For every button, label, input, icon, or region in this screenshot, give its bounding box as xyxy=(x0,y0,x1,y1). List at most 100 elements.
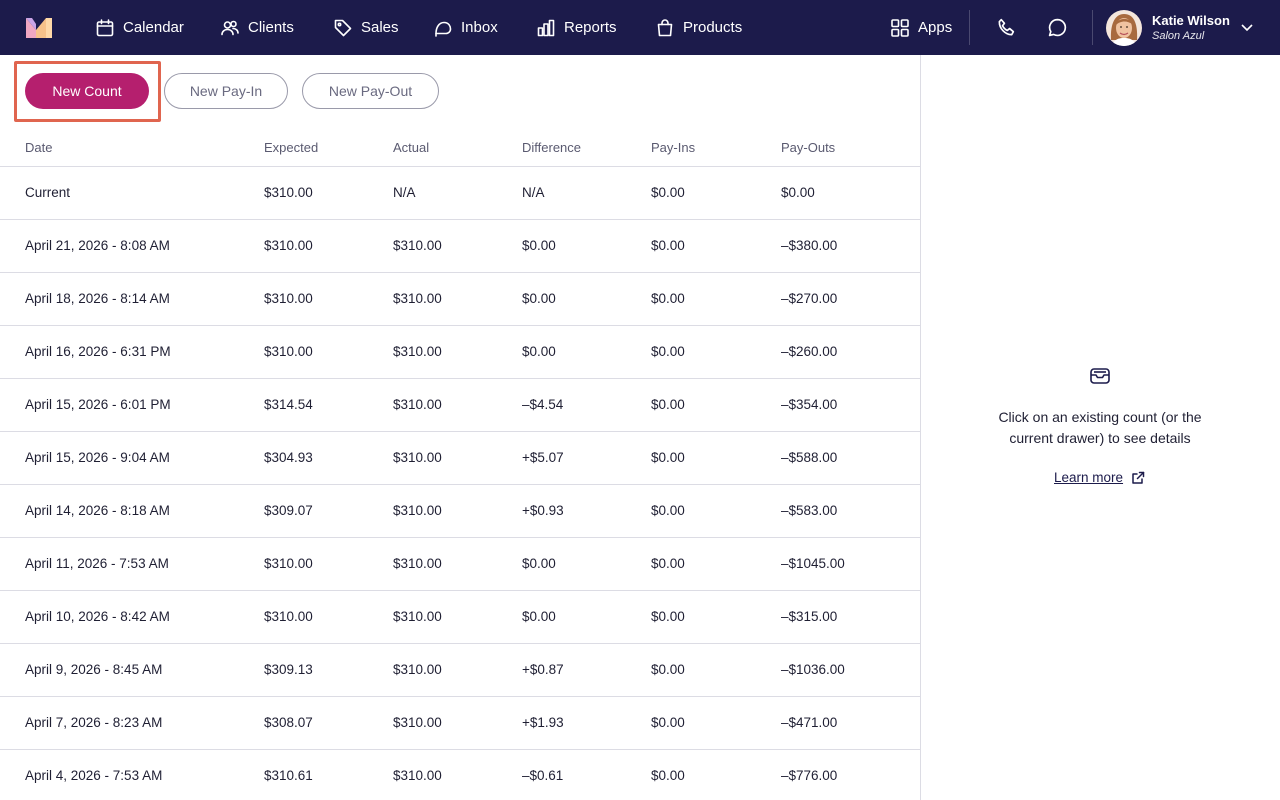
cell-expected: $309.07 xyxy=(264,503,313,518)
cell-actual: $310.00 xyxy=(393,450,442,465)
cell-pay-ins: $0.00 xyxy=(651,503,685,518)
new-pay-in-button[interactable]: New Pay-In xyxy=(164,73,288,109)
cell-pay-outs: –$471.00 xyxy=(781,715,838,730)
table-header: Date Expected Actual Difference Pay-Ins … xyxy=(0,130,920,167)
nav-reports-label: Reports xyxy=(564,19,617,36)
nav-calendar[interactable]: Calendar xyxy=(95,0,184,55)
cell-expected: $310.00 xyxy=(264,344,313,359)
cell-pay-ins: $0.00 xyxy=(651,291,685,306)
cell-pay-outs: –$270.00 xyxy=(781,291,838,306)
cell-difference: +$1.93 xyxy=(522,715,564,730)
nav-clients[interactable]: Clients xyxy=(220,0,294,55)
table-row[interactable]: April 15, 2026 - 6:01 PM $314.54 $310.00 –$… xyxy=(0,379,920,432)
new-count-button[interactable]: New Count xyxy=(25,73,149,109)
cell-pay-outs: –$1045.00 xyxy=(781,556,845,571)
cell-pay-outs: $0.00 xyxy=(781,185,815,200)
cell-expected: $310.61 xyxy=(264,768,313,783)
nav-sales-label: Sales xyxy=(361,19,399,36)
cell-date: April 16, 2026 - 6:31 PM xyxy=(25,344,171,359)
cell-pay-outs: –$260.00 xyxy=(781,344,838,359)
empty-state-message: Click on an existing count (or the curre… xyxy=(998,409,1202,446)
cell-pay-ins: $0.00 xyxy=(651,768,685,783)
cell-date: April 9, 2026 - 8:45 AM xyxy=(25,662,163,677)
cell-date: April 10, 2026 - 8:42 AM xyxy=(25,609,170,624)
highlight-box xyxy=(14,61,161,122)
cell-date: April 15, 2026 - 6:01 PM xyxy=(25,397,171,412)
cell-date: April 7, 2026 - 8:23 AM xyxy=(25,715,163,730)
cell-expected: $310.00 xyxy=(264,609,313,624)
cell-difference: $0.00 xyxy=(522,609,556,624)
nav-apps[interactable]: Apps xyxy=(890,0,952,55)
nav-apps-label: Apps xyxy=(918,19,953,36)
learn-more-label: Learn more xyxy=(1054,470,1124,485)
learn-more-link[interactable]: Learn more xyxy=(1054,470,1145,485)
cell-expected: $304.93 xyxy=(264,450,313,465)
column-header-date: Date xyxy=(25,140,53,155)
table-row[interactable]: April 15, 2026 - 9:04 AM $304.93 $310.00 +$… xyxy=(0,432,920,485)
nav-inbox-label: Inbox xyxy=(461,19,498,36)
cell-date: April 14, 2026 - 8:18 AM xyxy=(25,503,170,518)
table-row[interactable]: April 7, 2026 - 8:23 AM $308.07 $310.00 +$1… xyxy=(0,697,920,750)
external-link-icon xyxy=(1132,471,1145,484)
column-header-pay-outs: Pay-Outs xyxy=(781,140,836,155)
app-logo-icon[interactable] xyxy=(24,16,54,38)
nav-clients-label: Clients xyxy=(248,19,294,36)
top-nav: Calendar Clients Sales Inbox Reports Pro… xyxy=(0,0,1280,55)
calendar-icon xyxy=(96,18,114,36)
nav-inbox[interactable]: Inbox xyxy=(433,0,498,55)
cell-pay-outs: –$776.00 xyxy=(781,768,838,783)
phone-icon xyxy=(998,18,1014,35)
user-name: Katie Wilson xyxy=(1152,13,1230,28)
cell-actual: N/A xyxy=(393,185,416,200)
cell-difference: –$4.54 xyxy=(522,397,564,412)
nav-divider xyxy=(1092,10,1093,45)
cell-difference: $0.00 xyxy=(522,344,556,359)
nav-products-label: Products xyxy=(683,19,743,36)
cell-pay-outs: –$315.00 xyxy=(781,609,838,624)
user-menu[interactable]: Katie Wilson Salon Azul xyxy=(1106,10,1230,46)
table-row[interactable]: April 4, 2026 - 7:53 AM $310.61 $310.00 –$0… xyxy=(0,750,920,800)
chevron-down-icon xyxy=(1241,24,1253,32)
clients-icon xyxy=(221,20,239,35)
table-body: Current $310.00 N/A N/A $0.00 $0.00 April 21, … xyxy=(0,167,920,800)
table-row[interactable]: April 14, 2026 - 8:18 AM $309.07 $310.00 +$… xyxy=(0,485,920,538)
cell-pay-ins: $0.00 xyxy=(651,450,685,465)
cell-pay-outs: –$380.00 xyxy=(781,238,838,253)
drawer-counts-table: Date Expected Actual Difference Pay-Ins … xyxy=(0,130,920,800)
chat-bubble-icon xyxy=(1048,18,1066,36)
cell-expected: $310.00 xyxy=(264,185,313,200)
nav-sales[interactable]: Sales xyxy=(333,0,399,55)
user-menu-chevron[interactable] xyxy=(1240,20,1254,34)
column-header-actual: Actual xyxy=(393,140,430,155)
column-header-pay-ins: Pay-Ins xyxy=(651,140,696,155)
cell-date: April 15, 2026 - 9:04 AM xyxy=(25,450,170,465)
cell-expected: $310.00 xyxy=(264,556,313,571)
cell-expected: $310.00 xyxy=(264,291,313,306)
nav-calendar-label: Calendar xyxy=(123,19,184,36)
cell-difference: +$0.93 xyxy=(522,503,564,518)
cell-pay-ins: $0.00 xyxy=(651,609,685,624)
table-row[interactable]: April 9, 2026 - 8:45 AM $309.13 $310.00 +$0… xyxy=(0,644,920,697)
cell-pay-ins: $0.00 xyxy=(651,715,685,730)
table-row[interactable]: April 21, 2026 - 8:08 AM $310.00 $310.00 $0… xyxy=(0,220,920,273)
cell-actual: $310.00 xyxy=(393,238,442,253)
inbox-icon xyxy=(435,21,452,37)
table-row[interactable]: April 11, 2026 - 7:53 AM $310.00 $310.00 $0… xyxy=(0,538,920,591)
panel-divider xyxy=(920,55,921,800)
table-row[interactable]: April 18, 2026 - 8:14 AM $310.00 $310.00 $0… xyxy=(0,273,920,326)
table-row[interactable]: April 10, 2026 - 8:42 AM $310.00 $310.00 $0… xyxy=(0,591,920,644)
cell-difference: +$0.87 xyxy=(522,662,564,677)
new-pay-out-button[interactable]: New Pay-Out xyxy=(302,73,439,109)
cell-date: Current xyxy=(25,185,71,200)
cell-expected: $314.54 xyxy=(264,397,313,412)
table-row[interactable]: Current $310.00 N/A N/A $0.00 $0.00 xyxy=(0,167,920,220)
messages-button[interactable] xyxy=(1044,14,1070,40)
cell-pay-ins: $0.00 xyxy=(651,238,685,253)
cell-date: April 18, 2026 - 8:14 AM xyxy=(25,291,170,306)
table-row[interactable]: April 16, 2026 - 6:31 PM $310.00 $310.00 $0… xyxy=(0,326,920,379)
phone-button[interactable] xyxy=(993,14,1019,40)
nav-reports[interactable]: Reports xyxy=(536,0,617,55)
cell-difference: –$0.61 xyxy=(522,768,564,783)
nav-products[interactable]: Products xyxy=(655,0,742,55)
cell-expected: $308.07 xyxy=(264,715,313,730)
